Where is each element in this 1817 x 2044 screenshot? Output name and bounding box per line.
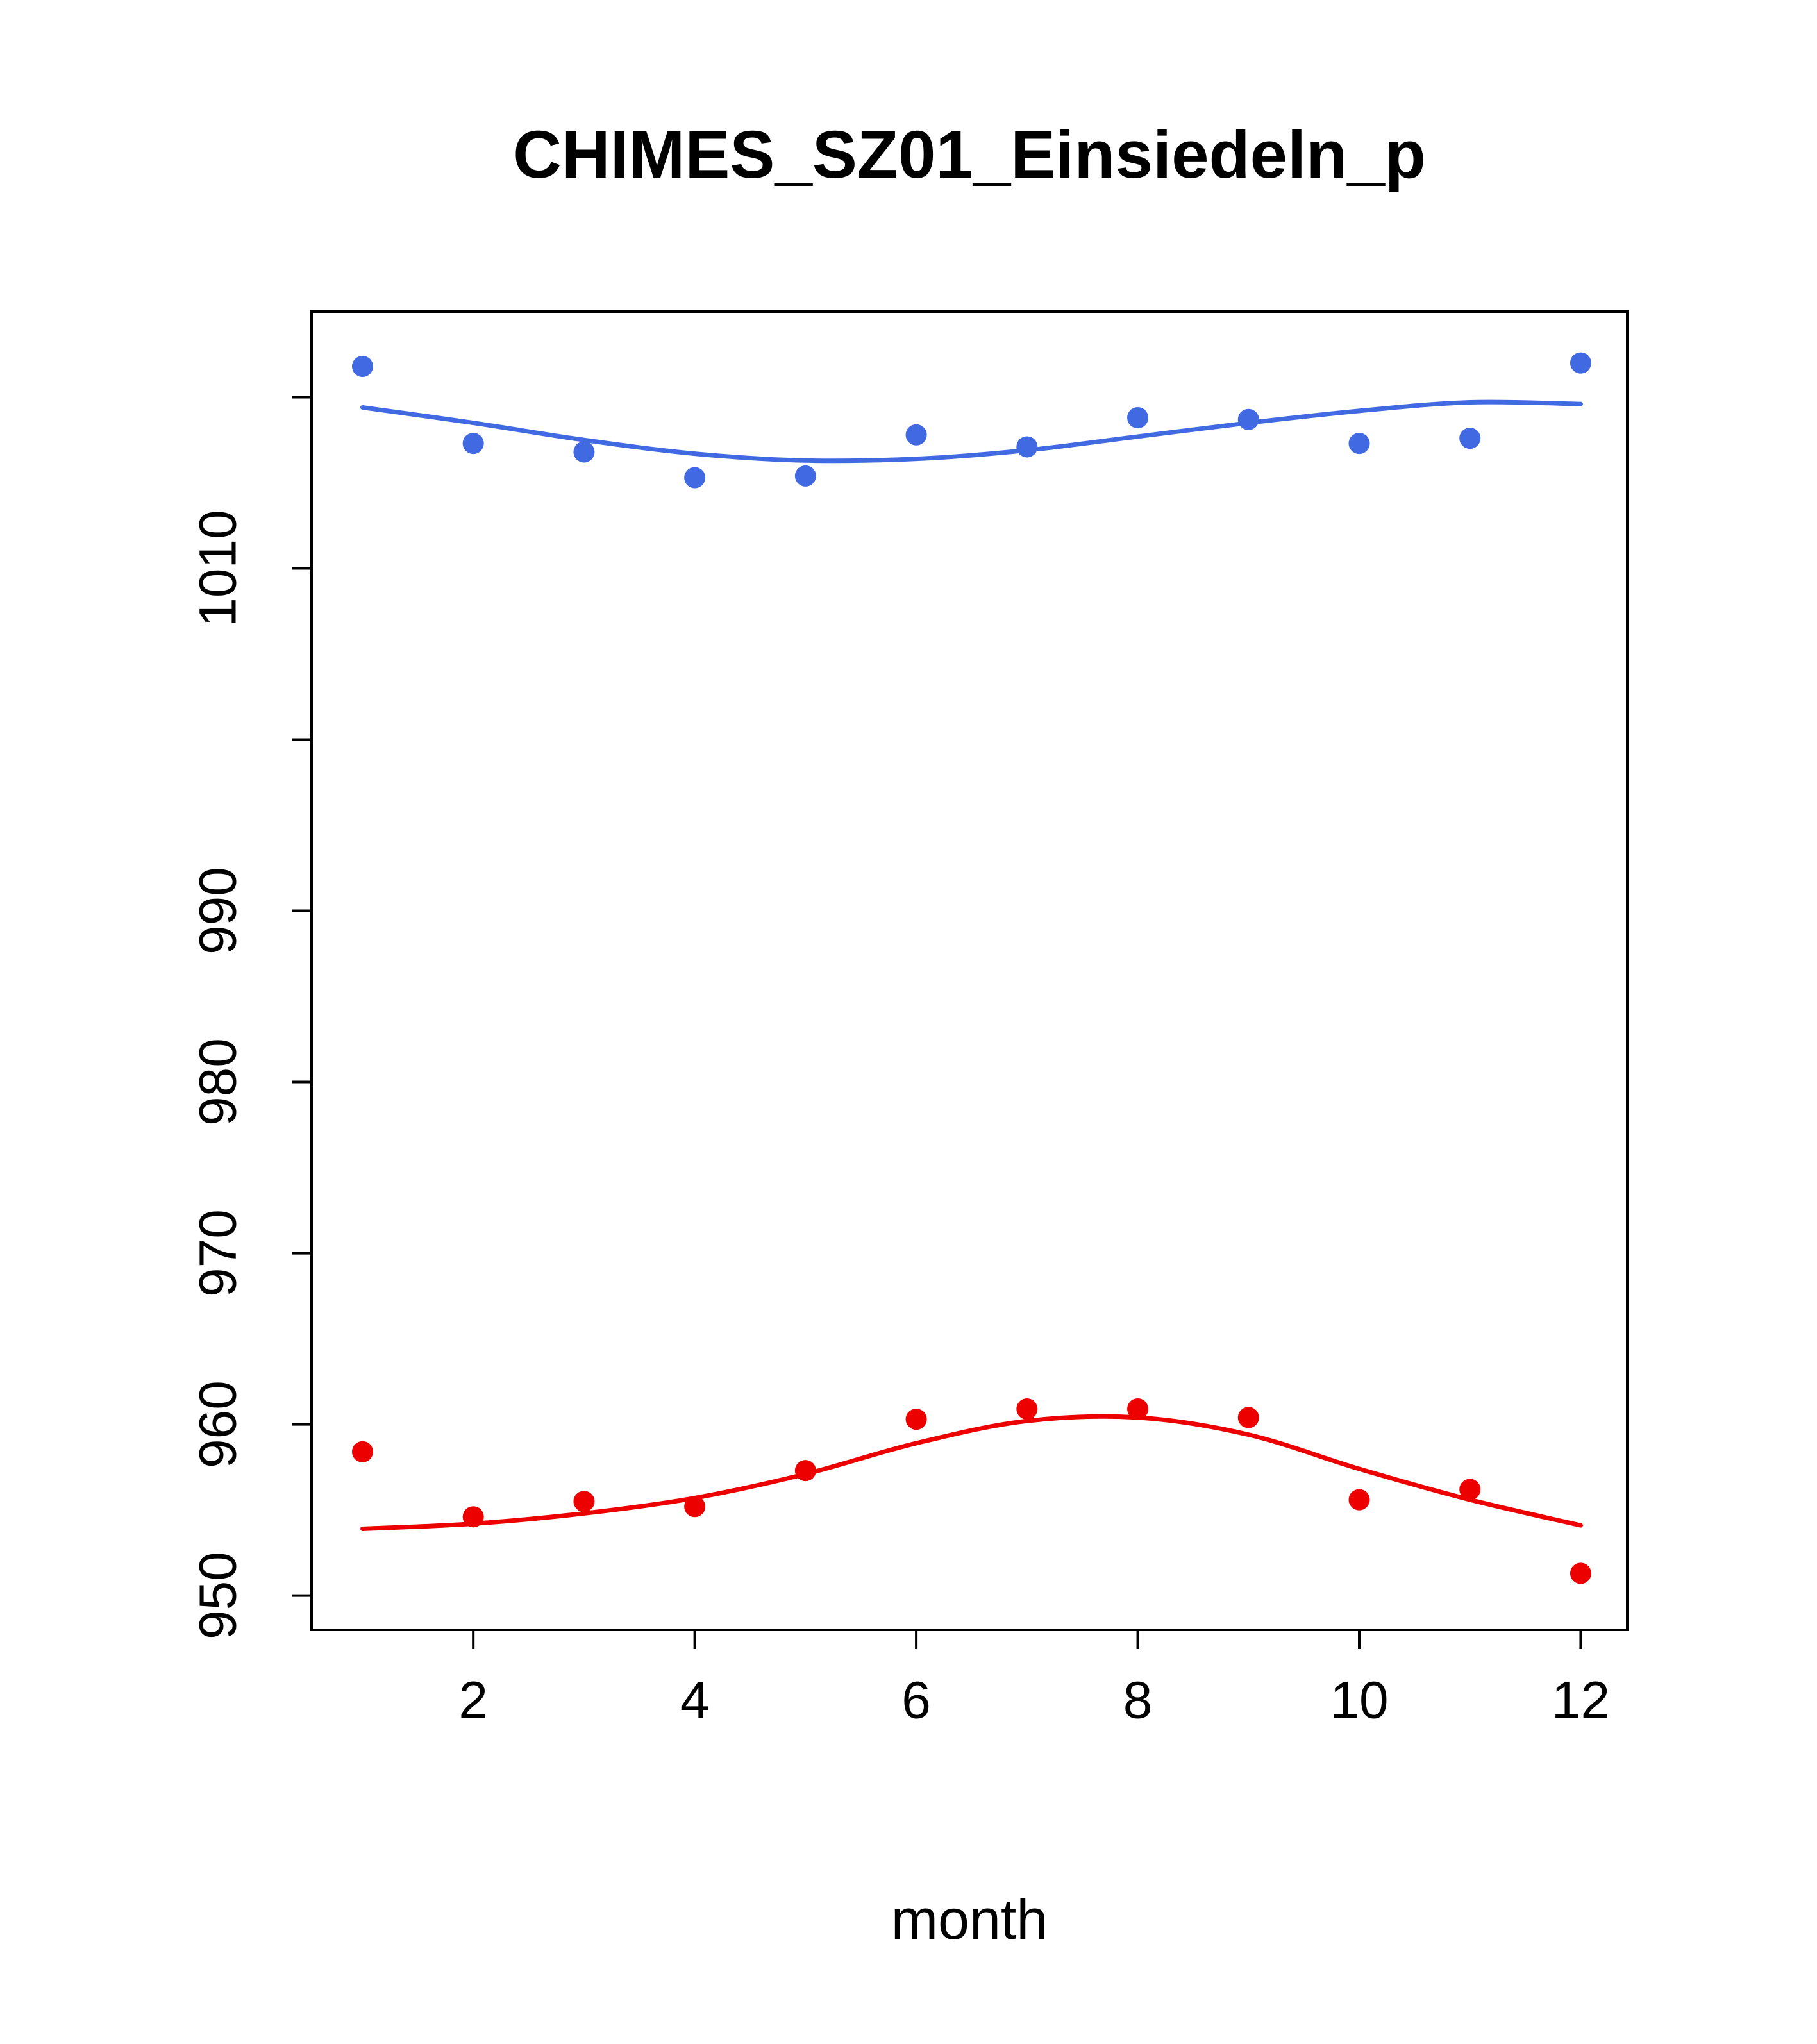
y-tick-label: 960 <box>189 1380 247 1468</box>
red-monthly-points-dot <box>684 1496 706 1518</box>
blue-monthly-points-dot <box>1237 408 1259 430</box>
red-monthly-points-dot <box>905 1409 927 1430</box>
x-tick-label: 2 <box>458 1671 488 1730</box>
blue-monthly-points-dot <box>684 467 706 489</box>
blue-monthly-points-dot <box>905 424 927 446</box>
y-tick-label: 1010 <box>189 510 247 626</box>
blue-monthly-points-dot <box>351 355 373 377</box>
red-monthly-points-dot <box>1016 1398 1038 1420</box>
blue-monthly-points-dot <box>1570 352 1591 374</box>
y-tick-label: 990 <box>189 867 247 955</box>
red-monthly-points-dot <box>1459 1479 1481 1500</box>
plot-area: 950 960 970 980 990 1010 2 4 6 8 10 12 <box>189 310 1629 1730</box>
x-tick-label: 8 <box>1123 1671 1153 1730</box>
red-monthly-points-dot <box>1348 1489 1370 1511</box>
y-tick-label: 980 <box>189 1038 247 1126</box>
x-tick-label: 6 <box>901 1671 931 1730</box>
x-tick-label: 12 <box>1552 1671 1610 1730</box>
blue-monthly-points-dot <box>1127 407 1149 429</box>
red-monthly-points-dot <box>1570 1562 1591 1584</box>
blue-monthly-points-dot <box>462 433 484 455</box>
x-tick-label: 4 <box>680 1671 710 1730</box>
plot-box <box>310 310 1629 1631</box>
y-tick-label: 970 <box>189 1209 247 1297</box>
red-monthly-points-dot <box>573 1491 595 1512</box>
blue-monthly-points-dot <box>1459 428 1481 449</box>
red-trend-line <box>360 1414 1583 1531</box>
blue-monthly-points-dot <box>794 465 816 487</box>
red-monthly-points-dot <box>1237 1407 1259 1428</box>
blue-monthly-points-dot <box>1016 436 1038 458</box>
chart-title: CHIMES_SZ01_Einsiedeln_p <box>513 117 1426 192</box>
red-monthly-points-dot <box>462 1506 484 1528</box>
red-monthly-points-dot <box>794 1460 816 1482</box>
red-monthly-points-dot <box>351 1441 373 1462</box>
blue-monthly-points-dot <box>573 441 595 463</box>
y-tick-label: 950 <box>189 1552 247 1639</box>
red-monthly-points-dot <box>1127 1398 1149 1420</box>
x-axis-label: month <box>891 1888 1048 1951</box>
blue-monthly-points-dot <box>1348 433 1370 455</box>
blue-trend-line <box>360 399 1583 464</box>
x-tick-label: 10 <box>1330 1671 1388 1730</box>
